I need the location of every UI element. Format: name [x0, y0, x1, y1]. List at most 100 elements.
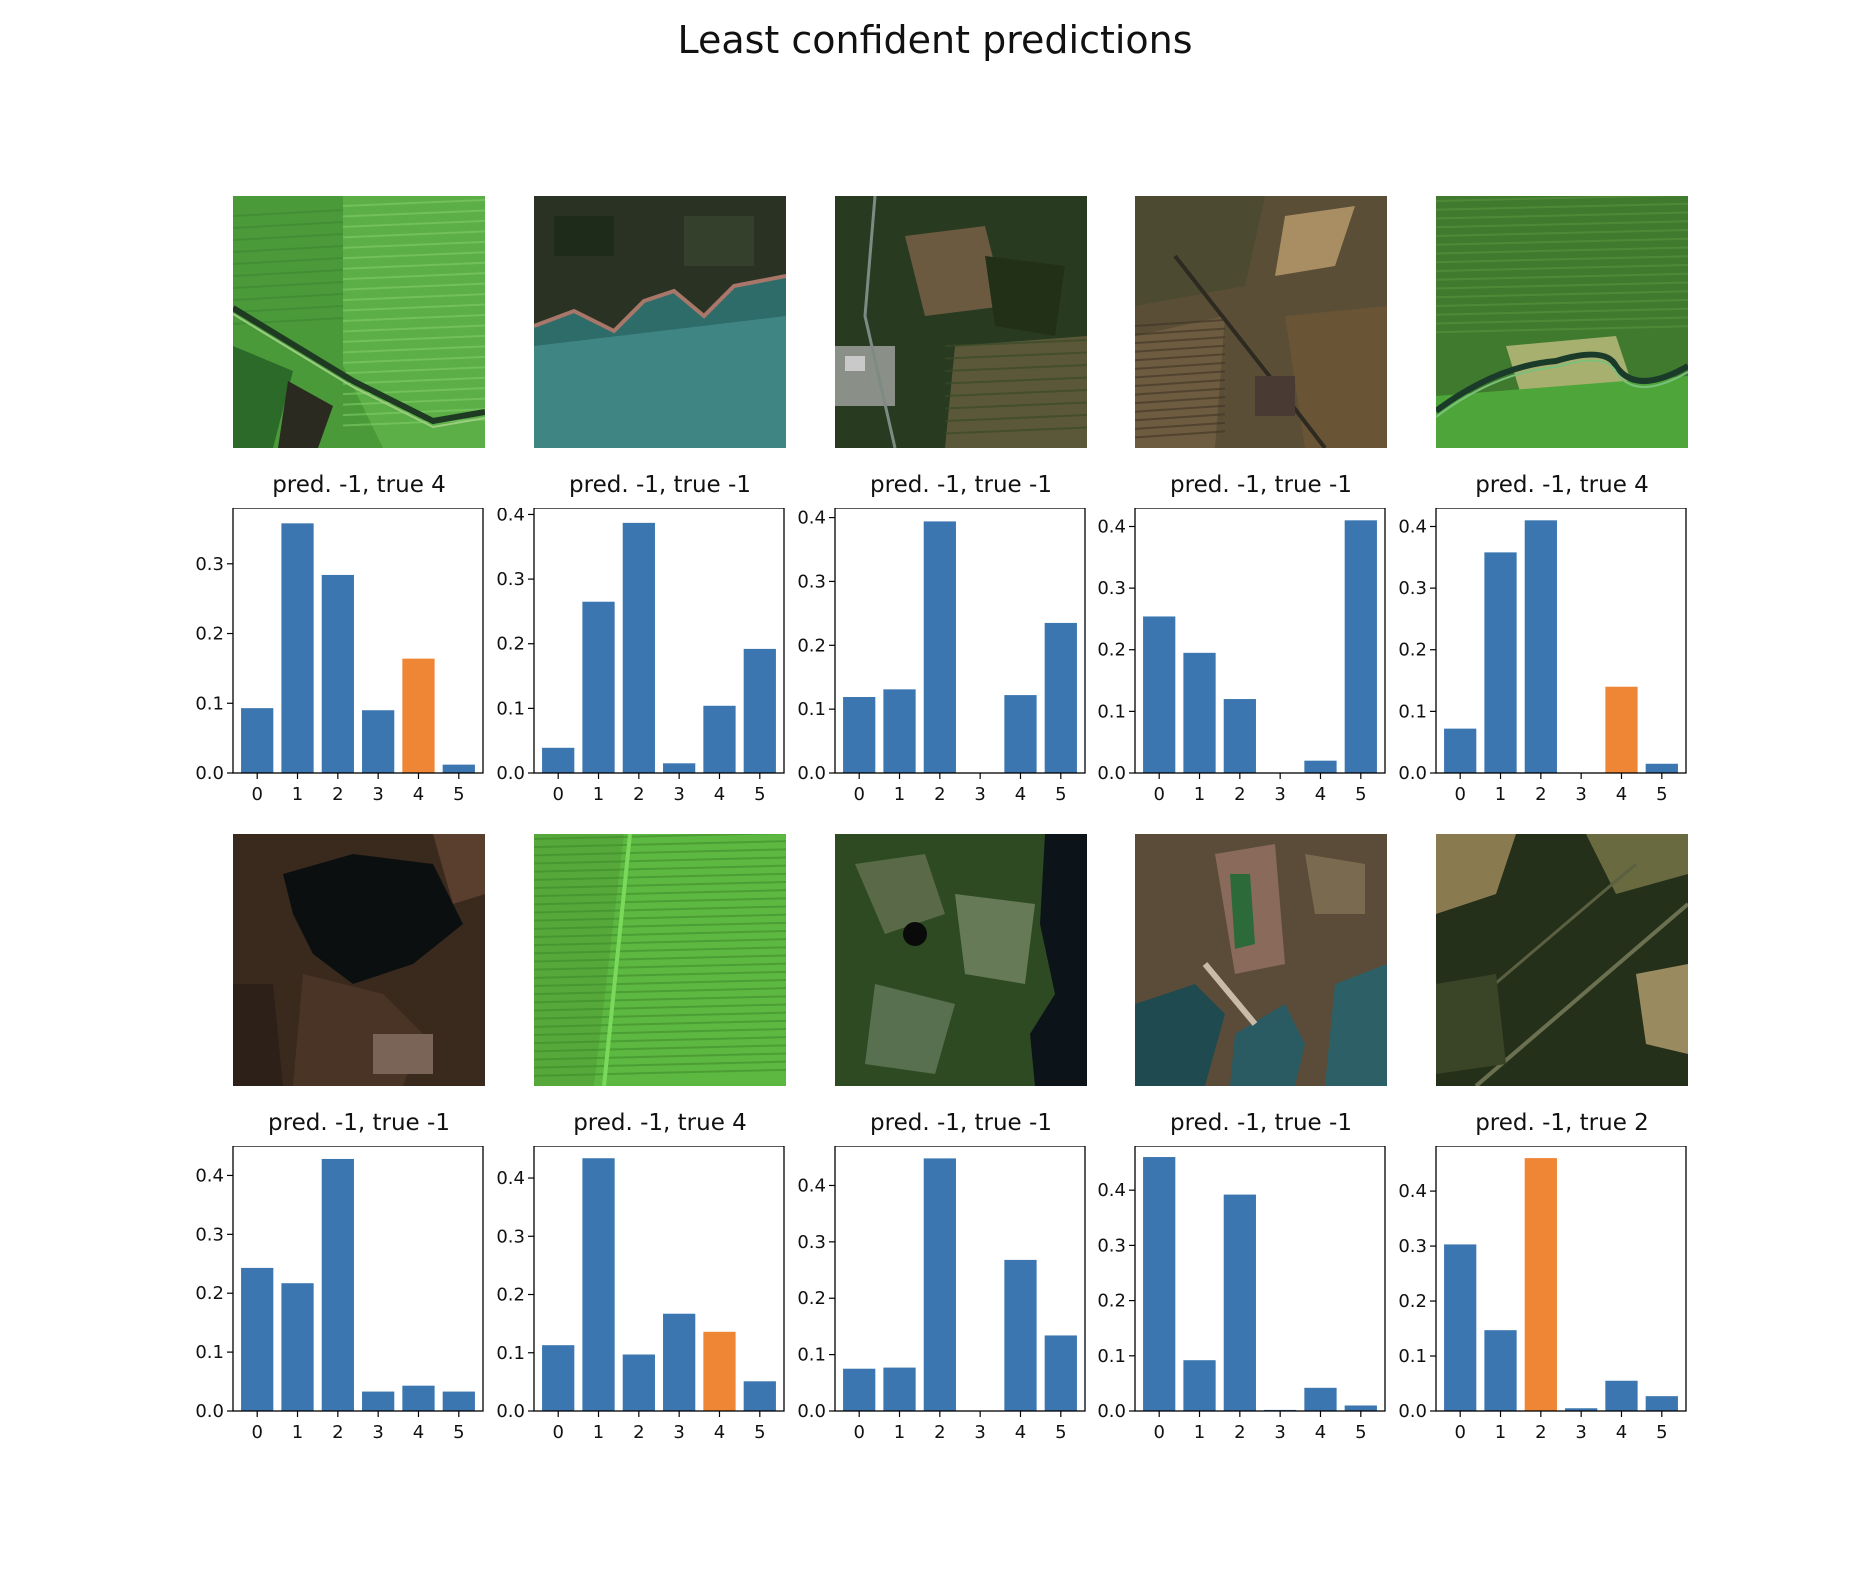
x-tick-label: 3: [1274, 784, 1285, 805]
x-tick-label: 1: [1194, 1422, 1205, 1443]
bar: [281, 523, 314, 773]
y-tick-label: 0.1: [797, 699, 826, 720]
subplot-title: pred. -1, true 4: [272, 472, 446, 498]
bar: [442, 1391, 475, 1411]
bar: [923, 521, 956, 773]
x-tick-label: 0: [1454, 784, 1465, 805]
y-tick-label: 0.1: [496, 1343, 525, 1364]
x-tick-label: 2: [1535, 1422, 1546, 1443]
bar: [1605, 686, 1638, 773]
bar: [402, 1385, 435, 1411]
x-tick-label: 1: [1495, 1422, 1506, 1443]
bar-chart: 0.0 0.1 0.2 0.3 0.4 0 1 2 3 4 5: [1398, 508, 1687, 805]
y-tick-label: 0.4: [496, 508, 525, 525]
bar: [1645, 1396, 1678, 1411]
y-tick-label: 0.3: [195, 554, 224, 575]
bar: [362, 1391, 395, 1411]
bar-chart: 0.0 0.1 0.2 0.3 0.4 0 1 2 3 4 5: [797, 1146, 1086, 1443]
bar: [241, 1267, 274, 1411]
satellite-image: [1436, 196, 1688, 448]
x-tick-label: 4: [1015, 1422, 1026, 1443]
x-tick-label: 0: [853, 784, 864, 805]
y-tick-label: 0.1: [1097, 1346, 1126, 1367]
bar: [1444, 728, 1477, 773]
subplot-title: pred. -1, true -1: [268, 1110, 450, 1136]
y-tick-label: 0.2: [797, 1288, 826, 1309]
x-tick-label: 2: [332, 1422, 343, 1443]
satellite-image: [233, 196, 485, 448]
x-tick-label: 5: [1055, 784, 1066, 805]
x-tick-label: 3: [1575, 1422, 1586, 1443]
bar: [883, 1367, 916, 1411]
x-tick-label: 2: [633, 784, 644, 805]
x-tick-label: 3: [974, 784, 985, 805]
x-tick-label: 4: [714, 784, 725, 805]
bar: [1044, 622, 1077, 773]
x-tick-label: 5: [754, 784, 765, 805]
y-tick-label: 0.1: [496, 698, 525, 719]
bar: [1004, 1259, 1037, 1411]
y-tick-label: 0.0: [1097, 763, 1126, 784]
y-tick-label: 0.0: [1398, 1401, 1427, 1422]
axes-frame: [533, 508, 785, 774]
bar: [622, 522, 655, 773]
y-tick-label: 0.1: [1398, 701, 1427, 722]
y-tick-label: 0.0: [1097, 1401, 1126, 1422]
y-tick-label: 0.2: [496, 1285, 525, 1306]
satellite-image: [1135, 196, 1387, 448]
x-tick-label: 3: [673, 1422, 684, 1443]
satellite-image: [835, 196, 1087, 448]
y-tick-label: 0.3: [195, 1224, 224, 1245]
x-tick-label: 5: [754, 1422, 765, 1443]
y-tick-label: 0.2: [1398, 1291, 1427, 1312]
x-tick-label: 3: [1274, 1422, 1285, 1443]
x-tick-label: 1: [894, 1422, 905, 1443]
bar: [1304, 1387, 1337, 1411]
bar-chart: 0.0 0.1 0.2 0.3 0 1 2 3 4 5: [195, 508, 484, 805]
bar: [1344, 1405, 1377, 1411]
axes-frame: [1435, 508, 1687, 774]
bar: [743, 648, 776, 773]
y-tick-label: 0.3: [1097, 578, 1126, 599]
bar: [321, 1158, 354, 1411]
x-tick-label: 5: [1355, 1422, 1366, 1443]
bar: [703, 705, 736, 773]
bar: [1223, 699, 1256, 773]
y-tick-label: 0.1: [195, 1342, 224, 1363]
x-tick-label: 1: [593, 1422, 604, 1443]
y-tick-label: 0.3: [1398, 1236, 1427, 1257]
x-tick-label: 4: [1616, 784, 1627, 805]
x-tick-label: 4: [1015, 784, 1026, 805]
bar: [1223, 1194, 1256, 1411]
x-tick-label: 2: [934, 784, 945, 805]
x-tick-label: 3: [974, 1422, 985, 1443]
y-tick-label: 0.0: [496, 1401, 525, 1422]
bar: [703, 1331, 736, 1411]
bar: [1605, 1380, 1638, 1411]
subplot-title: pred. -1, true -1: [569, 472, 751, 498]
x-tick-label: 1: [292, 1422, 303, 1443]
satellite-image: [534, 196, 786, 448]
subplot-title: pred. -1, true 4: [573, 1110, 747, 1136]
x-tick-label: 0: [251, 784, 262, 805]
y-tick-label: 0.0: [195, 763, 224, 784]
axes-frame: [834, 508, 1086, 774]
y-tick-label: 0.0: [797, 1401, 826, 1422]
bar: [442, 764, 475, 773]
y-tick-label: 0.3: [496, 1226, 525, 1247]
bar: [1524, 520, 1557, 773]
bar: [582, 1158, 615, 1411]
bar-chart: 0.0 0.1 0.2 0.3 0.4 0 1 2 3 4 5: [1097, 508, 1386, 805]
x-tick-label: 1: [292, 784, 303, 805]
bar: [542, 1345, 575, 1411]
axes-frame: [232, 508, 484, 774]
x-tick-label: 5: [453, 1422, 464, 1443]
bar: [241, 708, 274, 773]
bar: [843, 1368, 876, 1411]
subplot-title: pred. -1, true -1: [1170, 472, 1352, 498]
bar-chart: 0.0 0.1 0.2 0.3 0.4 0 1 2 3 4 5: [496, 1146, 785, 1443]
bar: [1143, 616, 1176, 773]
y-tick-label: 0.4: [1398, 1181, 1427, 1202]
y-tick-label: 0.3: [1097, 1235, 1126, 1256]
bar: [1344, 520, 1377, 773]
